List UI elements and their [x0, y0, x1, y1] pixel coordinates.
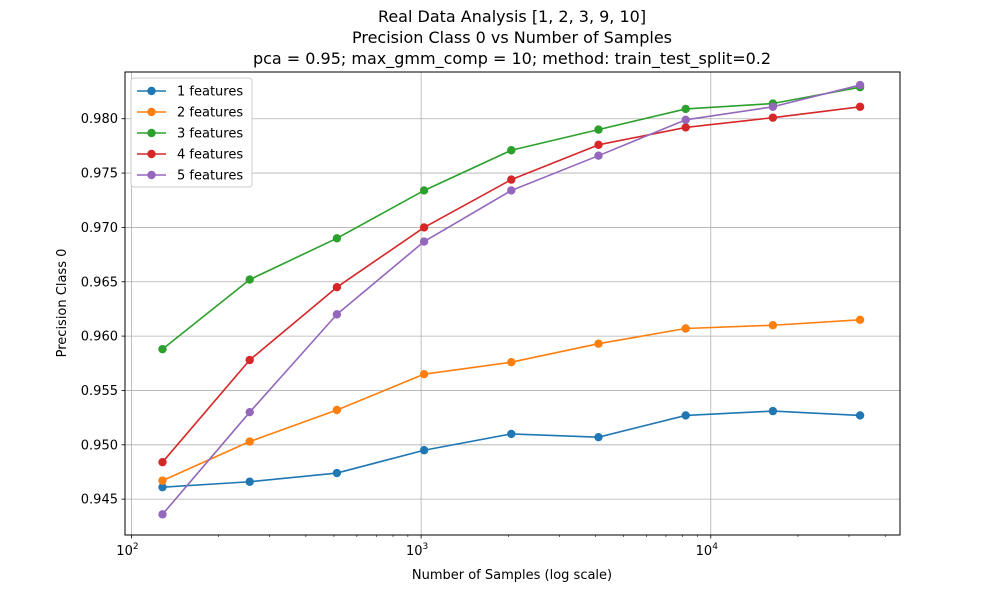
legend-label: 5 features	[177, 169, 243, 184]
legend-entry: 5 features	[137, 169, 243, 184]
data-point	[245, 477, 254, 486]
data-point	[594, 140, 603, 150]
data-point	[245, 437, 254, 446]
data-point	[768, 321, 778, 330]
data-point	[332, 310, 342, 319]
data-point	[158, 482, 167, 492]
data-point	[681, 115, 690, 125]
y-tick-label: 0.955	[81, 384, 118, 399]
legend-label: 3 features	[177, 127, 243, 142]
data-point	[332, 468, 342, 478]
plot-frame	[124, 71, 901, 536]
data-point	[158, 476, 167, 485]
data-point	[507, 146, 516, 155]
data-point	[681, 411, 690, 420]
y-tick-label: 0.950	[81, 438, 118, 453]
series-4-features	[158, 102, 865, 467]
axis-ticks: 0.945 0.950 0.955 0.960 0.965 0.970 0.975 0.980…	[81, 112, 886, 559]
y-tick-label: 0.960	[81, 330, 118, 345]
legend-entry: 4 features	[137, 148, 243, 163]
data-point	[245, 275, 254, 284]
legend-marker	[147, 149, 156, 159]
legend-marker	[147, 107, 156, 117]
chart-title-line-3: pca = 0.95; max_gmm_comp = 10; method: t…	[253, 49, 771, 69]
x-tick-label-exponent: 3	[423, 542, 429, 552]
data-point	[855, 411, 865, 420]
data-point	[594, 432, 603, 442]
data-point	[768, 113, 778, 122]
series-lines	[158, 80, 865, 519]
y-tick-label: 0.975	[81, 167, 118, 182]
x-tick-label: 104	[696, 542, 719, 559]
x-axis-label: Number of Samples (log scale)	[412, 568, 612, 583]
legend-marker	[147, 86, 156, 96]
data-point	[419, 223, 429, 232]
data-point	[768, 102, 778, 111]
data-point	[158, 510, 167, 519]
data-point	[768, 406, 778, 416]
legend-label: 4 features	[177, 148, 243, 163]
y-tick-label: 0.970	[81, 221, 118, 236]
legend-marker	[147, 170, 156, 180]
data-point	[419, 186, 429, 195]
data-point	[594, 339, 603, 348]
legend-label: 1 features	[177, 85, 243, 100]
x-tick-label-base: 10	[406, 544, 423, 559]
chart-title-line-1: Real Data Analysis [1, 2, 3, 9, 10]	[378, 7, 646, 26]
data-point	[419, 369, 429, 379]
legend-entry: 1 features	[137, 85, 243, 100]
series-2-features	[158, 315, 865, 485]
x-tick-label-exponent: 2	[133, 542, 139, 552]
data-point	[855, 102, 865, 111]
data-point	[332, 234, 342, 243]
data-point	[681, 123, 690, 132]
data-point	[594, 151, 603, 160]
chart-title-line-2: Precision Class 0 vs Number of Samples	[352, 28, 672, 47]
y-tick-label: 0.965	[81, 275, 118, 290]
series-5-features	[158, 80, 865, 519]
data-point	[681, 104, 690, 114]
data-point	[855, 315, 865, 325]
legend-label: 2 features	[177, 106, 243, 121]
data-point	[507, 186, 516, 195]
data-point	[507, 357, 516, 367]
data-point	[594, 125, 603, 134]
data-point	[507, 175, 516, 184]
x-tick-label: 103	[406, 542, 428, 559]
legend-entry: 3 features	[137, 127, 243, 142]
data-point	[245, 407, 254, 417]
x-tick-label-exponent: 4	[712, 542, 718, 552]
data-point	[332, 282, 342, 292]
series-1-features	[158, 406, 865, 492]
data-point	[419, 237, 429, 246]
y-tick-label: 0.980	[81, 112, 118, 127]
data-point	[507, 429, 516, 439]
data-point	[158, 457, 167, 467]
legend-box	[130, 77, 253, 188]
data-point	[855, 80, 865, 90]
x-tick-label-base: 10	[696, 544, 713, 559]
legend: 1 features 2 features 3 features 4 features…	[130, 77, 253, 188]
y-axis-label: Precision Class 0	[55, 249, 70, 358]
x-tick-label: 102	[116, 542, 138, 559]
data-point	[158, 344, 167, 354]
data-point	[245, 355, 254, 365]
data-point	[332, 405, 342, 415]
y-tick-label: 0.945	[81, 493, 118, 508]
legend-entry: 2 features	[137, 106, 243, 121]
data-point	[681, 324, 690, 333]
data-point	[419, 446, 429, 455]
x-tick-label-base: 10	[116, 544, 133, 559]
legend-marker	[147, 128, 156, 138]
